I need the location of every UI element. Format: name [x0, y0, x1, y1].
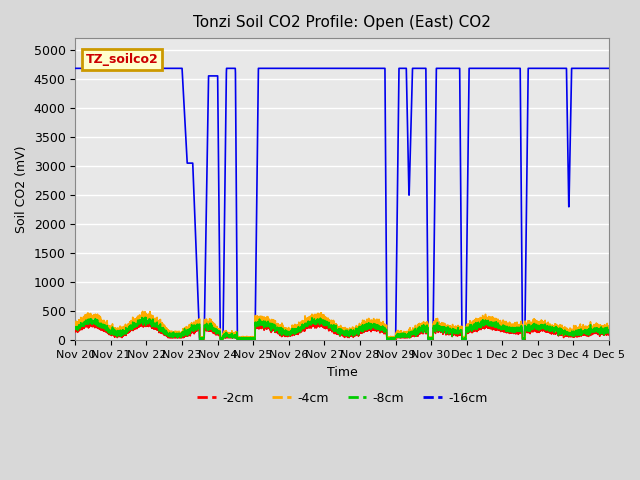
- Title: Tonzi Soil CO2 Profile: Open (East) CO2: Tonzi Soil CO2 Profile: Open (East) CO2: [193, 15, 491, 30]
- Text: TZ_soilco2: TZ_soilco2: [86, 53, 159, 66]
- X-axis label: Time: Time: [327, 366, 358, 379]
- Legend: -2cm, -4cm, -8cm, -16cm: -2cm, -4cm, -8cm, -16cm: [192, 387, 492, 410]
- Y-axis label: Soil CO2 (mV): Soil CO2 (mV): [15, 145, 28, 233]
